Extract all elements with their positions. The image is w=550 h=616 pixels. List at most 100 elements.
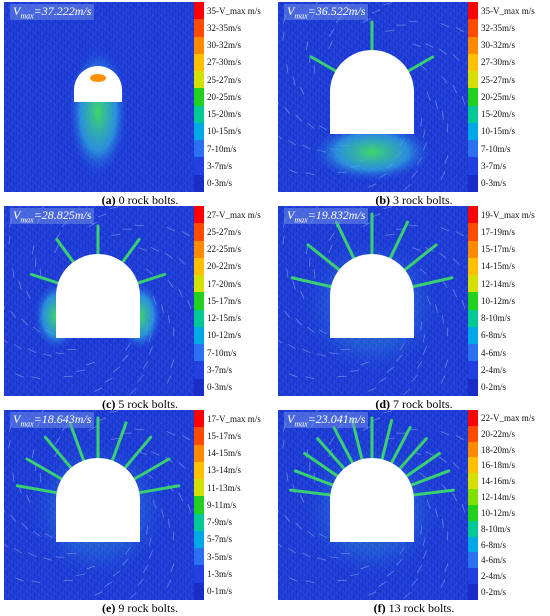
legend-swatch [194,240,204,258]
legend-swatch [468,584,478,600]
legend-swatch [194,582,204,600]
legend-entry: 0-2m/s [468,584,550,600]
streamline [337,375,347,378]
vmax-subscript: max [294,11,308,21]
streamline [63,579,73,582]
streamline [444,563,449,573]
vmax-subscript: max [20,215,34,225]
rock-bolt [409,469,451,487]
legend-swatch [194,344,204,362]
legend-label: 10-12m/s [207,330,242,341]
legend-label: 2-4m/s [481,365,507,376]
rock-bolt [403,243,438,272]
vmax-subscript: max [20,11,34,21]
legend-label: 18-20m/s [481,444,516,455]
streamline [178,288,184,298]
rock-bolt [43,435,73,470]
color-legend: 22-V_max m/s 20-22m/s 18-20m/s 16-18m/s 14-1… [468,410,550,600]
legend-swatch [194,122,204,141]
legend-label: 16-18m/s [481,460,516,471]
rock-bolt [398,437,428,471]
legend-entry: 17-V_max m/s [194,410,276,428]
streamline [21,522,29,530]
streamline [452,84,458,94]
legend-swatch [468,53,478,72]
panel-caption: (d) 7 rock bolts. [278,397,550,412]
legend-label: 35-V_max m/s [207,5,261,16]
streamline [18,280,22,290]
caption-letter: (f) [373,601,386,615]
legend-label: 25-27m/s [207,226,242,237]
legend-label: 7-9m/s [207,517,233,528]
rock-bolt [25,457,64,481]
streamline [371,9,381,14]
legend-label: 17-V_max m/s [207,413,261,424]
legend-label: 0-3m/s [481,178,507,189]
streamline [142,360,149,369]
velocity-field-plot [68,47,128,177]
streamline [191,266,192,268]
streamline [318,125,327,131]
legend-entry: 10-12m/s [468,504,550,521]
streamline [166,375,172,384]
legend-label: 25-27m/s [481,74,516,85]
rock-bolt [309,55,338,73]
rock-bolt [380,418,394,461]
legend-swatch [194,257,204,276]
streamline [286,64,289,74]
streamline [88,221,97,227]
legend-label: 0-2m/s [481,587,507,598]
legend-label: 6-8m/s [481,539,507,550]
streamline [422,129,426,139]
streamline [367,591,377,596]
streamline [109,410,119,414]
streamline [12,472,15,482]
streamline [289,577,298,582]
legend-entry: 0-3m/s [194,378,276,396]
streamline [442,314,444,324]
legend-entry: 6-8m/s [468,326,550,345]
streamline [416,360,423,369]
legend-label: 0-1m/s [207,586,233,597]
legend-swatch [468,240,478,258]
legend-swatch [194,206,204,224]
legend-entry: 10-15m/s [468,122,550,141]
legend-label: 14-16m/s [481,476,516,487]
legend-entry: 14-16m/s [468,473,550,490]
legend-entry: 17-20m/s [194,275,276,293]
streamline [385,29,395,32]
vmax-value: =18.643m/s [33,412,92,426]
legend-swatch [194,410,204,428]
legend-entry: 20-25m/s [468,88,550,106]
streamline [289,169,298,174]
legend-entry: 9-11m/s [194,496,276,514]
legend-swatch [468,504,478,521]
legend-swatch [468,19,478,37]
legend-swatch [194,19,204,37]
legend-entry: 3-5m/s [194,548,276,566]
velocity-field-plot [278,410,466,599]
streamline [424,42,434,48]
rock-bolt [316,437,346,471]
legend-label: 17-19m/s [481,226,516,237]
legend-swatch [194,530,204,549]
legend-label: 32-35m/s [207,22,242,33]
streamline [435,100,438,110]
streamline [284,310,291,319]
streamline [295,522,303,530]
streamline [63,375,73,378]
streamline [441,280,448,289]
streamline [412,247,422,252]
rock-bolt [289,488,332,497]
streamline [170,563,175,573]
streamline [439,252,447,259]
streamline [178,492,184,502]
legend-swatch [468,326,478,345]
streamline [288,548,297,554]
legend-label: 10-12m/s [481,507,516,518]
caption-letter: (b) [375,193,390,207]
legend-label: 5-7m/s [207,534,233,545]
legend-entry: 7-9m/s [194,513,276,531]
streamline [109,206,119,210]
legend-entry: 14-15m/s [194,444,276,462]
